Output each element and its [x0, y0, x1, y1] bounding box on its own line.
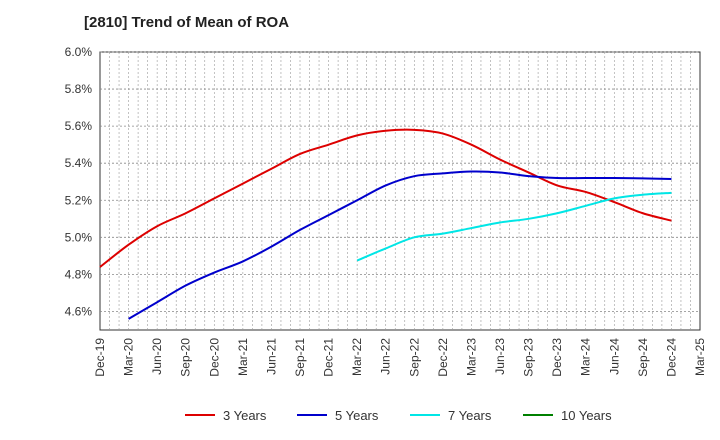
x-tick-label: Sep-22: [407, 338, 421, 377]
x-tick-label: Mar-23: [464, 338, 478, 376]
x-tick-label: Dec-21: [322, 338, 336, 377]
y-tick-label: 5.8%: [65, 82, 93, 96]
x-tick-label: Dec-20: [207, 338, 221, 377]
plot-area: [99, 51, 701, 331]
series-line-5-years: [128, 170, 672, 320]
y-tick-label: 5.0%: [65, 230, 93, 244]
x-tick-label: Jun-23: [493, 338, 507, 375]
legend-label-10-years: 10 Years: [561, 408, 612, 423]
x-tick-label: Mar-21: [236, 338, 250, 376]
legend-label-5-years: 5 Years: [335, 408, 379, 423]
series-line-3-years: [99, 128, 672, 268]
legend-label-7-years: 7 Years: [448, 408, 492, 423]
x-tick-label: Mar-20: [122, 338, 136, 376]
x-tick-label: Mar-22: [350, 338, 364, 376]
y-tick-label: 4.6%: [65, 304, 93, 318]
x-tick-label: Sep-23: [522, 338, 536, 377]
x-tick-label: Sep-21: [293, 338, 307, 377]
x-tick-label: Jun-22: [379, 338, 393, 375]
x-tick-label: Jun-21: [264, 338, 278, 375]
y-tick-label: 6.0%: [65, 45, 93, 59]
x-tick-label: Mar-25: [693, 338, 707, 376]
x-tick-label: Sep-24: [636, 338, 650, 377]
x-tick-label: Sep-20: [179, 338, 193, 377]
chart-title: [2810] Trend of Mean of ROA: [84, 14, 290, 31]
y-tick-label: 5.6%: [65, 119, 93, 133]
x-tick-label: Jun-24: [607, 338, 621, 375]
x-tick-label: Dec-19: [93, 338, 107, 377]
x-tick-label: Dec-23: [550, 338, 564, 377]
x-tick-label: Dec-22: [436, 338, 450, 377]
x-tick-label: Jun-20: [150, 338, 164, 375]
legend-label-3-years: 3 Years: [223, 408, 267, 423]
series-line-7-years: [356, 191, 672, 262]
x-tick-label: Dec-24: [664, 338, 678, 377]
y-tick-label: 4.8%: [65, 267, 93, 281]
y-tick-label: 5.2%: [65, 193, 93, 207]
x-tick-label: Mar-24: [579, 338, 593, 376]
y-tick-label: 5.4%: [65, 156, 93, 170]
